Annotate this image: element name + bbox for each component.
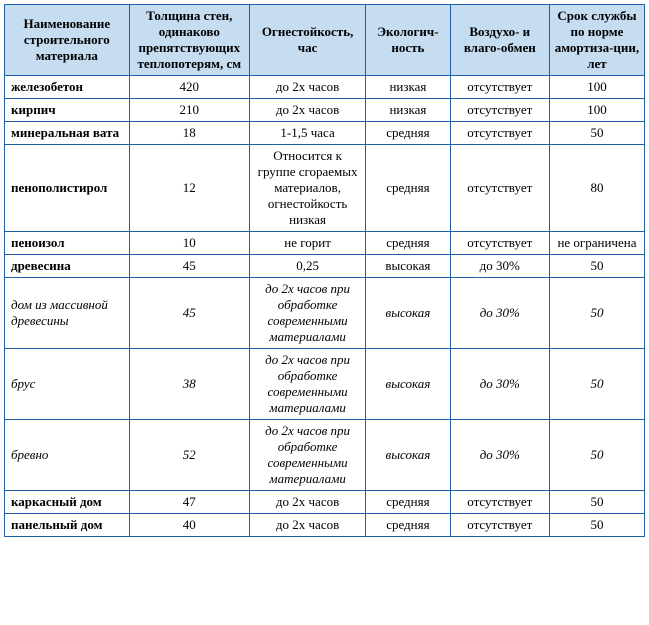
cell-value: средняя	[366, 122, 450, 145]
col-header-fire: Огнестойкость, час	[250, 5, 366, 76]
cell-value: 50	[549, 420, 644, 491]
table-header: Наименование строительного материала Тол…	[5, 5, 645, 76]
cell-value: средняя	[366, 514, 450, 537]
table-body: железобетон420до 2х часовнизкаяотсутству…	[5, 76, 645, 537]
cell-name: пенополистирол	[5, 145, 130, 232]
cell-value: высокая	[366, 278, 450, 349]
cell-value: 100	[549, 99, 644, 122]
cell-value: высокая	[366, 255, 450, 278]
cell-value: Относится к группе сгораемых материалов,…	[250, 145, 366, 232]
table-row: кирпич210до 2х часовнизкаяотсутствует100	[5, 99, 645, 122]
cell-value: средняя	[366, 232, 450, 255]
cell-value: до 2х часов при обработке современными м…	[250, 420, 366, 491]
cell-value: до 2х часов	[250, 76, 366, 99]
table-row: дом из массивной древесины45до 2х часов …	[5, 278, 645, 349]
cell-value: 50	[549, 278, 644, 349]
cell-value: до 2х часов	[250, 99, 366, 122]
col-header-life: Срок службы по норме амортиза-ции, лет	[549, 5, 644, 76]
cell-value: до 2х часов при обработке современными м…	[250, 349, 366, 420]
cell-value: высокая	[366, 349, 450, 420]
cell-value: не горит	[250, 232, 366, 255]
col-header-air: Воздухо- и влаго-обмен	[450, 5, 549, 76]
cell-value: 10	[129, 232, 249, 255]
cell-value: отсутствует	[450, 491, 549, 514]
table-row: панельный дом40до 2х часовсредняяотсутст…	[5, 514, 645, 537]
cell-value: до 30%	[450, 420, 549, 491]
cell-value: отсутствует	[450, 76, 549, 99]
cell-name: каркасный дом	[5, 491, 130, 514]
materials-table: Наименование строительного материала Тол…	[4, 4, 645, 537]
cell-value: 50	[549, 491, 644, 514]
cell-name: бревно	[5, 420, 130, 491]
cell-value: 38	[129, 349, 249, 420]
cell-value: отсутствует	[450, 122, 549, 145]
col-header-eco: Экологич-ность	[366, 5, 450, 76]
cell-value: 45	[129, 278, 249, 349]
cell-value: 50	[549, 255, 644, 278]
cell-value: отсутствует	[450, 514, 549, 537]
cell-value: 18	[129, 122, 249, 145]
cell-value: 52	[129, 420, 249, 491]
cell-value: не ограничена	[549, 232, 644, 255]
table-row: каркасный дом47до 2х часовсредняяотсутст…	[5, 491, 645, 514]
cell-value: до 2х часов	[250, 491, 366, 514]
cell-value: до 30%	[450, 349, 549, 420]
cell-value: до 30%	[450, 278, 549, 349]
table-row: пенополистирол12Относится к группе сгора…	[5, 145, 645, 232]
cell-name: панельный дом	[5, 514, 130, 537]
cell-value: 50	[549, 514, 644, 537]
cell-value: 50	[549, 349, 644, 420]
cell-value: 210	[129, 99, 249, 122]
table-row: минеральная вата181-1,5 часасредняяотсут…	[5, 122, 645, 145]
cell-value: 420	[129, 76, 249, 99]
cell-value: 1-1,5 часа	[250, 122, 366, 145]
cell-value: 80	[549, 145, 644, 232]
cell-name: дом из массивной древесины	[5, 278, 130, 349]
cell-value: до 2х часов	[250, 514, 366, 537]
cell-value: средняя	[366, 145, 450, 232]
cell-value: 12	[129, 145, 249, 232]
cell-value: 47	[129, 491, 249, 514]
cell-value: 50	[549, 122, 644, 145]
cell-value: средняя	[366, 491, 450, 514]
table-row: брус38до 2х часов при обработке современ…	[5, 349, 645, 420]
cell-value: отсутствует	[450, 99, 549, 122]
cell-name: пеноизол	[5, 232, 130, 255]
cell-value: до 2х часов при обработке современными м…	[250, 278, 366, 349]
cell-value: до 30%	[450, 255, 549, 278]
cell-name: минеральная вата	[5, 122, 130, 145]
col-header-thickness: Толщина стен, одинаково препятствующих т…	[129, 5, 249, 76]
col-header-name: Наименование строительного материала	[5, 5, 130, 76]
cell-value: 45	[129, 255, 249, 278]
cell-value: 0,25	[250, 255, 366, 278]
table-row: древесина450,25высокаядо 30%50	[5, 255, 645, 278]
cell-value: низкая	[366, 99, 450, 122]
cell-name: древесина	[5, 255, 130, 278]
cell-value: 100	[549, 76, 644, 99]
table-row: железобетон420до 2х часовнизкаяотсутству…	[5, 76, 645, 99]
cell-value: отсутствует	[450, 232, 549, 255]
cell-value: 40	[129, 514, 249, 537]
table-row: бревно52до 2х часов при обработке соврем…	[5, 420, 645, 491]
cell-value: высокая	[366, 420, 450, 491]
cell-name: кирпич	[5, 99, 130, 122]
cell-value: низкая	[366, 76, 450, 99]
table-row: пеноизол10не горитсредняяотсутствуетне о…	[5, 232, 645, 255]
cell-value: отсутствует	[450, 145, 549, 232]
cell-name: брус	[5, 349, 130, 420]
cell-name: железобетон	[5, 76, 130, 99]
